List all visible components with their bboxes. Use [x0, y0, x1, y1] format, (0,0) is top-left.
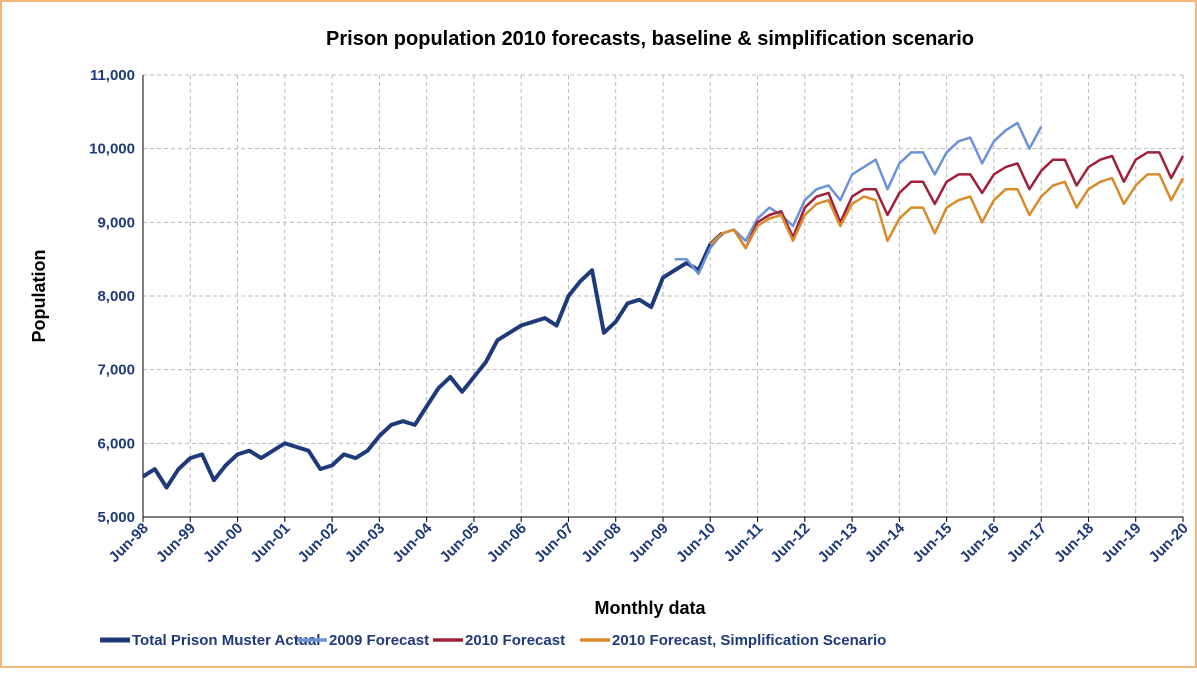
series-line — [709, 151, 1185, 250]
legend-label: 2009 Forecast — [329, 632, 429, 649]
y-tick-label: 6,000 — [97, 435, 135, 452]
x-axis-label: Monthly data — [595, 598, 707, 618]
chart-title: Prison population 2010 forecasts, baseli… — [326, 28, 974, 50]
y-tick-label: 7,000 — [97, 362, 135, 379]
series-line — [709, 173, 1185, 250]
y-tick-label: 5,000 — [97, 509, 135, 526]
y-tick-label: 11,000 — [90, 67, 135, 84]
legend-label: Total Prison Muster Actual — [132, 632, 320, 649]
y-axis-label: Population — [29, 250, 49, 343]
y-tick-label: 10,000 — [89, 141, 135, 158]
legend-label: 2010 Forecast, Simplification Scenario — [612, 632, 886, 649]
legend-label: 2010 Forecast — [465, 632, 565, 649]
y-tick-label: 8,000 — [97, 288, 135, 305]
series-line — [141, 231, 724, 490]
y-tick-label: 9,000 — [97, 214, 135, 231]
